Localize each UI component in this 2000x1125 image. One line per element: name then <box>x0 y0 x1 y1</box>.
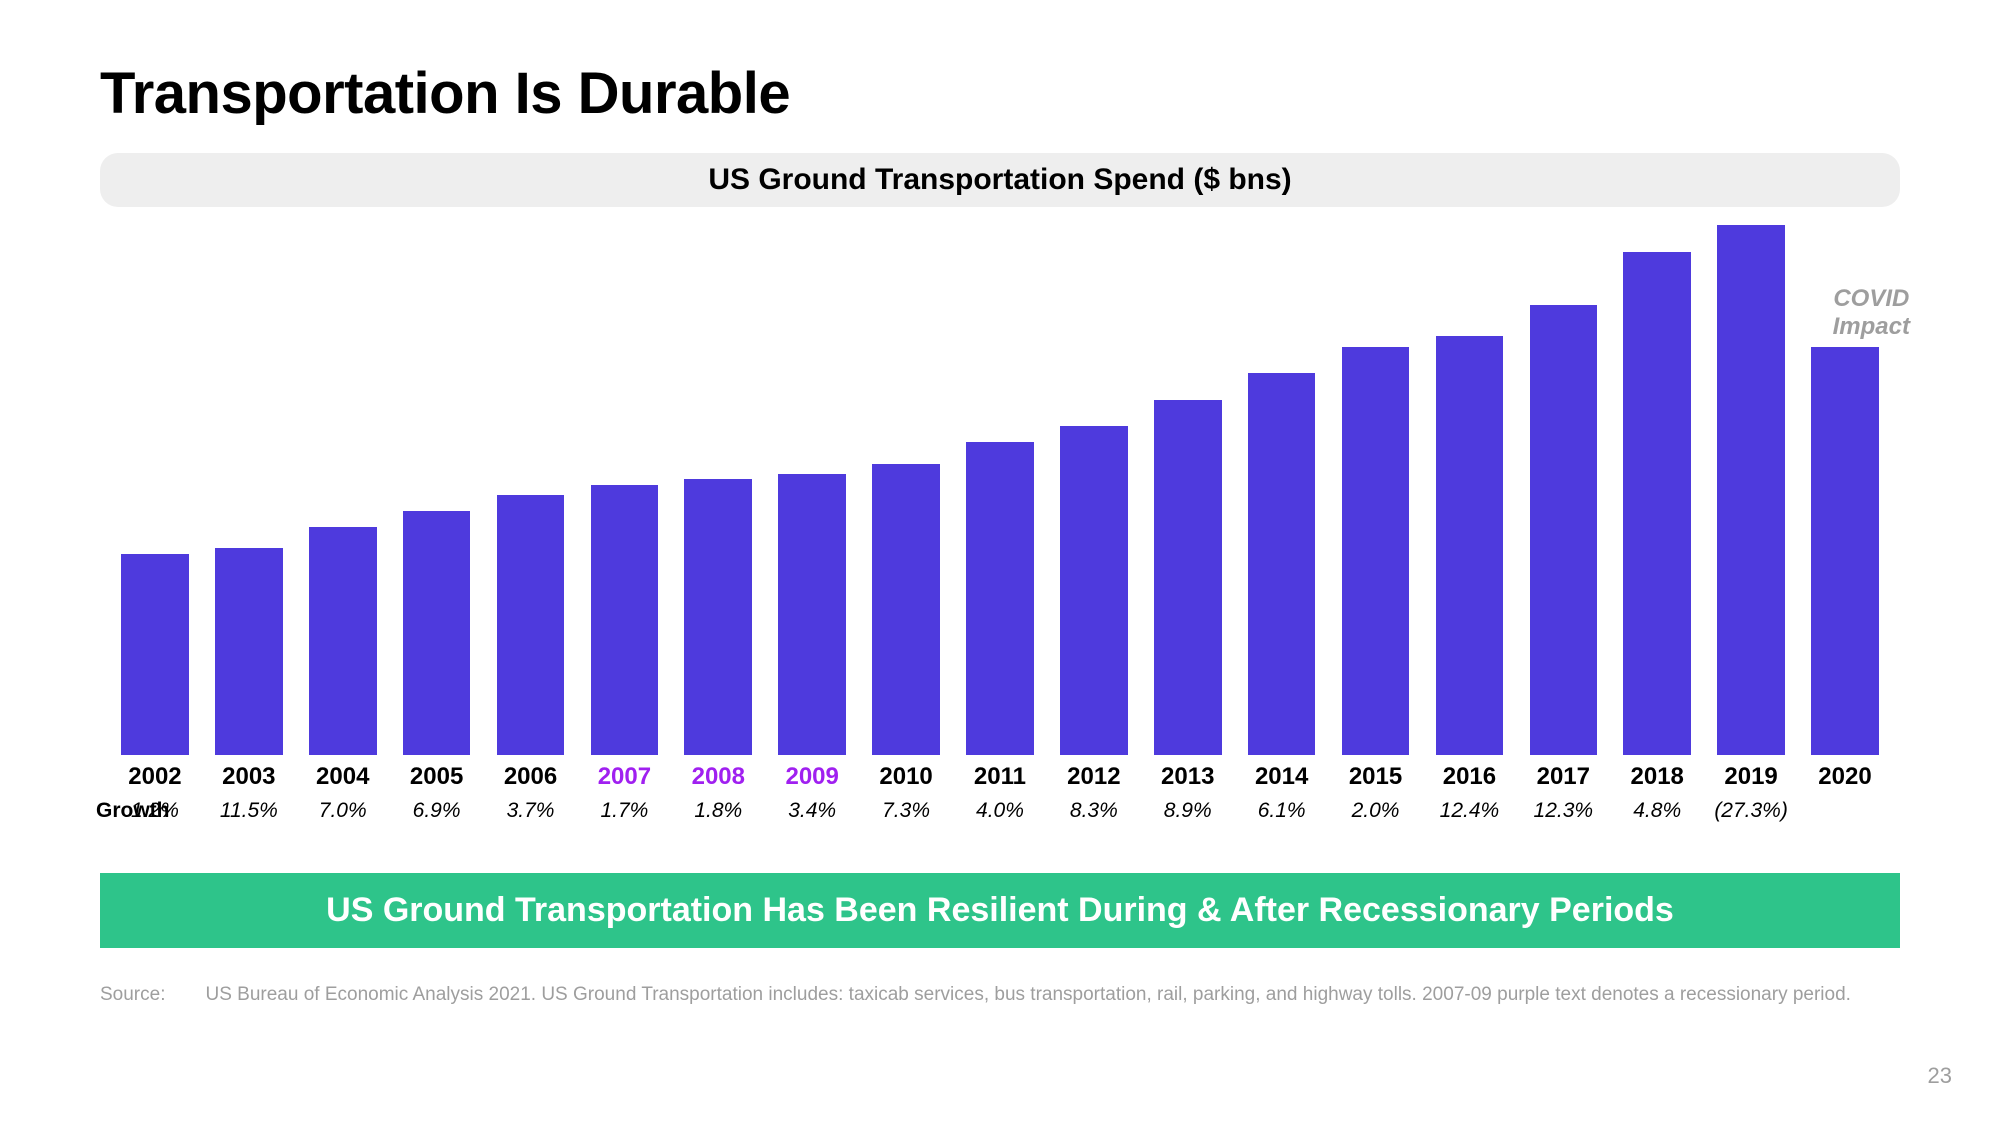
bar <box>403 511 471 755</box>
growth-value: 12.4% <box>1422 799 1516 823</box>
year-label: 2017 <box>1516 763 1610 791</box>
growth-value: 3.4% <box>765 799 859 823</box>
bar-slot <box>202 225 296 755</box>
bar-slot <box>1516 225 1610 755</box>
bar <box>497 495 565 755</box>
year-label: 2007 <box>577 763 671 791</box>
growth-value: 12.3% <box>1516 799 1610 823</box>
year-label: 2009 <box>765 763 859 791</box>
growth-values: 1.2%11.5%7.0%6.9%3.7%1.7%1.8%3.4%7.3%4.0… <box>100 799 1900 823</box>
chart-subtitle-bar: US Ground Transportation Spend ($ bns) <box>100 153 1900 207</box>
chart-area <box>100 225 1900 755</box>
growth-value: 8.3% <box>1047 799 1141 823</box>
growth-value: 6.1% <box>1235 799 1329 823</box>
source-label: Source: <box>100 984 165 1006</box>
year-label: 2016 <box>1422 763 1516 791</box>
year-label: 2003 <box>202 763 296 791</box>
year-label: 2008 <box>671 763 765 791</box>
year-label: 2011 <box>953 763 1047 791</box>
growth-row: Growth 1.2%11.5%7.0%6.9%3.7%1.7%1.8%3.4%… <box>100 799 1900 823</box>
growth-value: 11.5% <box>202 799 296 823</box>
bar <box>591 485 659 755</box>
year-label: 2019 <box>1704 763 1798 791</box>
bar-slot <box>1704 225 1798 755</box>
growth-value: 6.9% <box>390 799 484 823</box>
chart-wrap: COVID Impact 200220032004200520062007200… <box>100 225 1900 823</box>
bar <box>1717 225 1785 755</box>
growth-value: 2.0% <box>1329 799 1423 823</box>
slide-title: Transportation Is Durable <box>100 60 1900 127</box>
bar <box>1154 400 1222 755</box>
bar <box>1530 305 1598 756</box>
year-label: 2012 <box>1047 763 1141 791</box>
bar <box>684 479 752 755</box>
bar-slot <box>484 225 578 755</box>
slide: Transportation Is Durable US Ground Tran… <box>0 0 2000 1125</box>
bar <box>872 464 940 756</box>
year-label: 2002 <box>108 763 202 791</box>
bar <box>966 442 1034 755</box>
bar-slot <box>765 225 859 755</box>
bar-slot <box>1329 225 1423 755</box>
bar <box>1811 347 1879 755</box>
bar-slot <box>671 225 765 755</box>
year-label: 2018 <box>1610 763 1704 791</box>
bar <box>215 548 283 755</box>
growth-value: 3.7% <box>484 799 578 823</box>
bar-slot <box>953 225 1047 755</box>
year-label: 2005 <box>390 763 484 791</box>
covid-annotation: COVID Impact <box>1833 285 1910 340</box>
page-number: 23 <box>1928 1063 1952 1089</box>
key-message-bar: US Ground Transportation Has Been Resili… <box>100 873 1900 948</box>
year-label: 2015 <box>1329 763 1423 791</box>
source-text: US Bureau of Economic Analysis 2021. US … <box>205 984 1850 1006</box>
bar-slot <box>859 225 953 755</box>
year-label: 2013 <box>1141 763 1235 791</box>
bar-slot <box>577 225 671 755</box>
year-label: 2010 <box>859 763 953 791</box>
growth-value: 8.9% <box>1141 799 1235 823</box>
bar-slot <box>1422 225 1516 755</box>
growth-row-label: Growth <box>96 799 186 823</box>
annotation-line2: Impact <box>1833 313 1910 341</box>
bar-slot <box>296 225 390 755</box>
bar-slot <box>1235 225 1329 755</box>
bar-slot <box>390 225 484 755</box>
bar <box>1623 252 1691 756</box>
bar <box>1248 373 1316 755</box>
growth-value: 1.8% <box>671 799 765 823</box>
bar <box>1436 336 1504 755</box>
bar <box>121 554 189 755</box>
growth-value: 4.0% <box>953 799 1047 823</box>
growth-value: 7.3% <box>859 799 953 823</box>
year-label: 2006 <box>484 763 578 791</box>
bar-slot <box>108 225 202 755</box>
growth-value: 4.8% <box>1610 799 1704 823</box>
bar-slot <box>1141 225 1235 755</box>
year-label: 2014 <box>1235 763 1329 791</box>
annotation-line1: COVID <box>1833 285 1910 313</box>
bar <box>1342 347 1410 755</box>
bar <box>309 527 377 755</box>
bar <box>778 474 846 755</box>
source-row: Source: US Bureau of Economic Analysis 2… <box>100 984 1900 1006</box>
bar-slot <box>1047 225 1141 755</box>
year-labels-row: 2002200320042005200620072008200920102011… <box>100 763 1900 791</box>
year-label: 2020 <box>1798 763 1892 791</box>
bar-slot <box>1610 225 1704 755</box>
growth-value: 1.7% <box>577 799 671 823</box>
growth-value <box>1798 799 1892 823</box>
growth-value: 7.0% <box>296 799 390 823</box>
growth-value: (27.3%) <box>1704 799 1798 823</box>
year-label: 2004 <box>296 763 390 791</box>
bar <box>1060 426 1128 755</box>
